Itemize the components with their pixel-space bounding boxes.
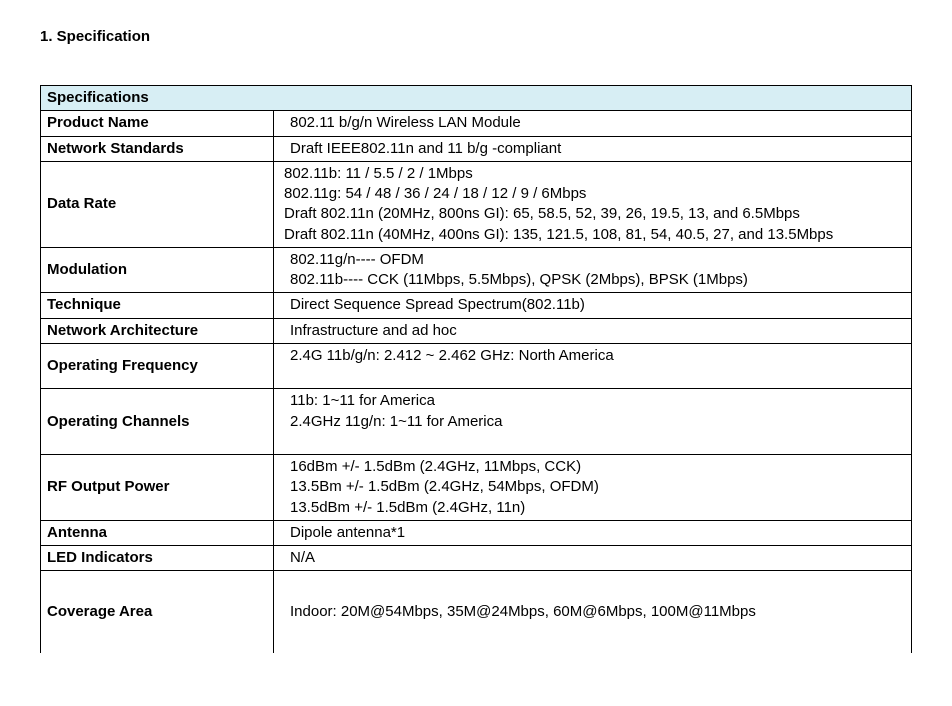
spec-row-label: RF Output Power: [41, 455, 274, 521]
spec-row-label: Coverage Area: [41, 571, 274, 654]
spec-row-value: Indoor: 20M@54Mbps, 35M@24Mbps, 60M@6Mbp…: [274, 571, 912, 654]
section-heading: 1. Specification: [40, 28, 912, 45]
spec-row-label: Antenna: [41, 520, 274, 545]
spec-row-label: LED Indicators: [41, 546, 274, 571]
spec-row-label: Technique: [41, 293, 274, 318]
spec-row-value: 2.4G 11b/g/n: 2.412 ~ 2.462 GHz: North A…: [274, 343, 912, 389]
spec-row-value: Direct Sequence Spread Spectrum(802.11b): [274, 293, 912, 318]
spec-row-value: 802.11g/n---- OFDM802.11b---- CCK (11Mbp…: [274, 247, 912, 293]
spec-row-value: 802.11b: 11 / 5.5 / 2 / 1Mbps802.11g: 54…: [274, 161, 912, 247]
spec-row-value: N/A: [274, 546, 912, 571]
spec-row-label: Product Name: [41, 111, 274, 136]
spec-row-value: Draft IEEE802.11n and 11 b/g -compliant: [274, 136, 912, 161]
spec-row-label: Network Standards: [41, 136, 274, 161]
spec-row-label: Operating Channels: [41, 389, 274, 455]
spec-row-label: Operating Frequency: [41, 343, 274, 389]
spec-row-label: Data Rate: [41, 161, 274, 247]
spec-row-value: 16dBm +/- 1.5dBm (2.4GHz, 11Mbps, CCK)13…: [274, 455, 912, 521]
spec-row-value: Dipole antenna*1: [274, 520, 912, 545]
spec-row-value: 802.11 b/g/n Wireless LAN Module: [274, 111, 912, 136]
spec-row-value: Infrastructure and ad hoc: [274, 318, 912, 343]
spec-row-label: Network Architecture: [41, 318, 274, 343]
spec-row-label: Modulation: [41, 247, 274, 293]
table-section-header: Specifications: [41, 86, 912, 111]
spec-row-value: 11b: 1~11 for America2.4GHz 11g/n: 1~11 …: [274, 389, 912, 455]
spec-table: SpecificationsProduct Name802.11 b/g/n W…: [40, 85, 912, 653]
